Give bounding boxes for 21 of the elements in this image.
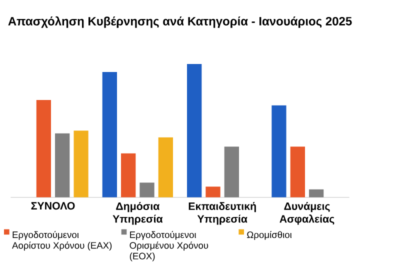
- bar: [74, 130, 88, 198]
- legend-label: Ωρομίσθιοι: [247, 230, 292, 240]
- bar: [121, 153, 136, 198]
- bar: [140, 182, 154, 198]
- bar: [36, 100, 52, 198]
- legend-label: Εργοδοτούμενοι Αορίστου Χρόνου (ΕΑΧ): [12, 230, 112, 251]
- legend-label: Εργοδοτούμενοι Ορισμένου Χρόνου (ΕΟΧ): [130, 230, 208, 262]
- bar: [309, 189, 324, 198]
- x-tick-label: ΣΥΝΟΛΟ: [31, 202, 75, 210]
- bar: [55, 133, 70, 198]
- bar: [206, 186, 220, 198]
- bar: [158, 137, 174, 198]
- bar: [272, 105, 286, 198]
- bar: [102, 72, 118, 198]
- x-tick-label: Δυνάμεις Ασφαλείας: [280, 202, 334, 225]
- bar: [224, 146, 240, 198]
- x-tick-label: Δημόσια Υπηρεσία: [112, 202, 163, 225]
- x-tick-label: Εκπαιδευτική Υπηρεσία: [188, 202, 256, 225]
- chart-title: Απασχόληση Κυβέρνησης ανά Κατηγορία - Ιανουάριος 2025: [8, 16, 352, 28]
- bar: [187, 64, 202, 198]
- bar: [290, 146, 305, 198]
